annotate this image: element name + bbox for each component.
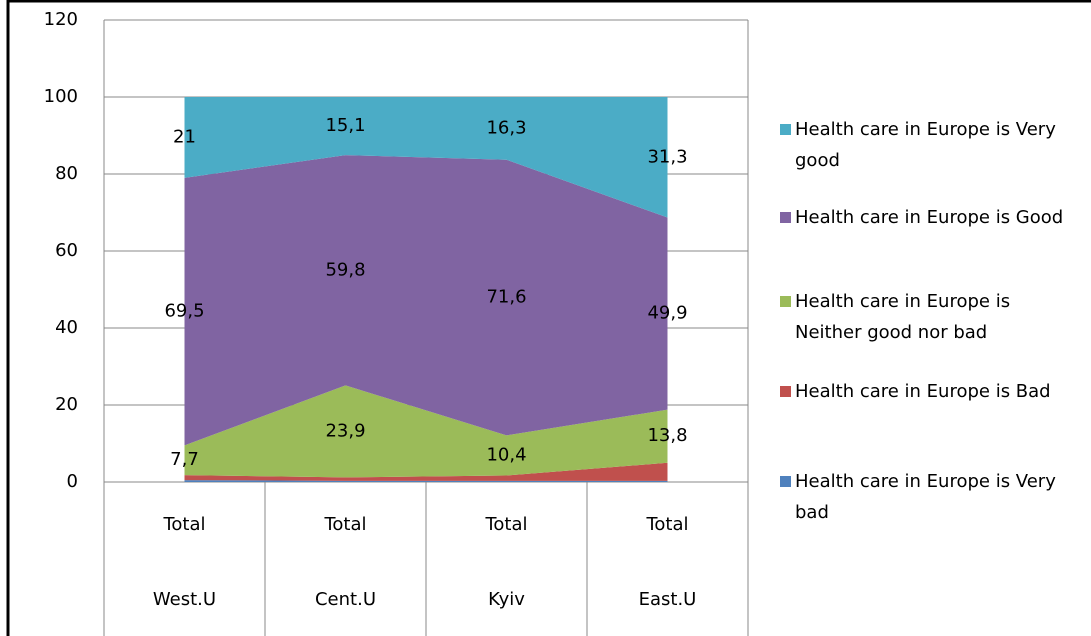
legend-label: Health care in Europe is Very bad [795, 471, 1056, 523]
data-label: 31,3 [647, 146, 687, 167]
area [184, 462, 668, 481]
data-label: 69,5 [164, 301, 204, 322]
data-label: 59,8 [325, 259, 365, 280]
legend-label: Health care in Europe is Neither good no… [795, 291, 1011, 343]
x-tick-label: Total [323, 514, 366, 535]
y-tick-label: 0 [67, 471, 78, 492]
legend-swatch [780, 296, 791, 307]
x-tick-label: Total [645, 514, 688, 535]
x-tick-label: East.U [639, 589, 697, 610]
y-tick-label: 20 [55, 394, 78, 415]
data-label: 10,4 [486, 444, 526, 465]
area [184, 155, 668, 446]
y-tick-label: 40 [55, 317, 78, 338]
legend-swatch [780, 386, 791, 397]
legend-swatch [780, 124, 791, 135]
x-tick-label: Cent.U [315, 589, 376, 610]
data-label: 16,3 [486, 117, 526, 138]
data-label: 23,9 [325, 420, 365, 441]
y-tick-label: 60 [55, 240, 78, 261]
y-tick-label: 80 [55, 163, 78, 184]
x-tick-label: West.U [153, 589, 216, 610]
area [184, 480, 668, 482]
data-label: 21 [173, 126, 196, 147]
data-label: 7,7 [170, 449, 199, 470]
area [184, 97, 668, 218]
legend-swatch [780, 476, 791, 487]
legend-label: Health care in Europe is Bad [795, 381, 1051, 402]
data-label: 13,8 [647, 425, 687, 446]
x-tick-label: Total [484, 514, 527, 535]
data-label: 71,6 [486, 287, 526, 308]
y-tick-label: 100 [44, 86, 78, 107]
legend-label: Health care in Europe is Very good [795, 119, 1056, 171]
x-tick-label: Total [162, 514, 205, 535]
area [184, 385, 668, 478]
legend-swatch [780, 212, 791, 223]
data-label: 15,1 [325, 115, 365, 136]
x-tick-label: Kyiv [488, 589, 525, 610]
y-tick-label: 120 [44, 9, 78, 30]
data-label: 49,9 [647, 303, 687, 324]
legend-label: Health care in Europe is Good [795, 207, 1064, 228]
